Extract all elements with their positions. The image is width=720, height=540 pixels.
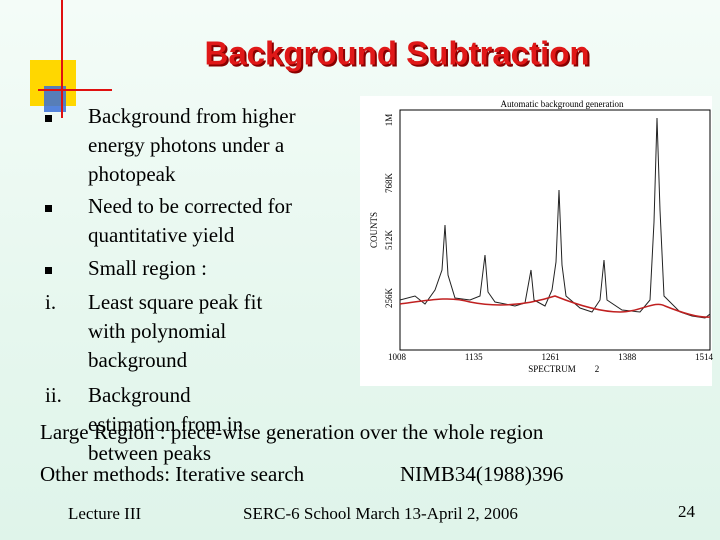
deco-blue-square bbox=[44, 86, 66, 112]
other-methods-text: Other methods: Iterative search bbox=[40, 462, 305, 486]
figure-y-label: COUNTS bbox=[369, 212, 379, 248]
figure: Automatic background generation COUNTS 1… bbox=[360, 96, 714, 386]
reference-text: NIMB34(1988)396 bbox=[400, 462, 563, 486]
title: Background Subtraction bbox=[204, 35, 589, 72]
figure-x-label: SPECTRUM bbox=[528, 364, 576, 374]
bullet-line: Small region : bbox=[88, 256, 207, 280]
figure-y-tick: 768K bbox=[384, 173, 394, 194]
figure-spectrum-number: 2 bbox=[595, 364, 600, 374]
figure-x-tick: 1388 bbox=[618, 352, 637, 362]
large-region-text: Large Region : piece-wise generation ove… bbox=[40, 420, 544, 444]
figure-x-tick: 1008 bbox=[388, 352, 407, 362]
footer-center: SERC-6 School March 13-April 2, 2006 bbox=[243, 504, 518, 523]
figure-x-tick: 1261 bbox=[542, 352, 560, 362]
figure-title: Automatic background generation bbox=[501, 99, 624, 109]
plot-frame bbox=[399, 109, 711, 351]
figure-x-tick: 1514 bbox=[695, 352, 714, 362]
title-shadow: Background Subtraction bbox=[206, 37, 591, 74]
figure-y-tick: 512K bbox=[384, 230, 394, 251]
bullet-line: quantitative yield bbox=[88, 223, 235, 247]
figure-y-tick: 256K bbox=[384, 288, 394, 309]
bullet-square bbox=[45, 267, 52, 274]
bullet-line: with polynomial bbox=[88, 319, 226, 343]
bullet-line: Need to be corrected for bbox=[88, 194, 292, 218]
bullet-marker: i. bbox=[45, 290, 56, 314]
figure-x-ticks: 1008 1135 1261 1388 1514 bbox=[388, 352, 714, 362]
figure-y-ticks: 1M 768K 512K 256K bbox=[384, 114, 394, 308]
bullet-line: Background from higher bbox=[88, 104, 296, 128]
bullet-line: background bbox=[88, 348, 188, 372]
bullet-line: between peaks bbox=[88, 441, 211, 465]
bullet-marker: ii. bbox=[45, 383, 62, 407]
bullet-line: Least square peak fit bbox=[88, 290, 263, 314]
bullet-list: Background from higher energy photons und… bbox=[45, 104, 296, 465]
figure-y-tick: 1M bbox=[384, 114, 394, 127]
bullet-line: Background bbox=[88, 383, 191, 407]
figure-background bbox=[360, 96, 712, 386]
figure-x-tick: 1135 bbox=[465, 352, 483, 362]
footer-page: 24 bbox=[678, 502, 696, 521]
bullet-line: estimation from in bbox=[88, 412, 244, 436]
bullet-line: photopeak bbox=[88, 162, 176, 186]
bullet-square bbox=[45, 115, 52, 122]
bullet-line: energy photons under a bbox=[88, 133, 285, 157]
footer-left: Lecture III bbox=[68, 504, 141, 523]
background-curve bbox=[399, 295, 711, 318]
bullet-square bbox=[45, 205, 52, 212]
spectrum-curve bbox=[399, 117, 711, 319]
